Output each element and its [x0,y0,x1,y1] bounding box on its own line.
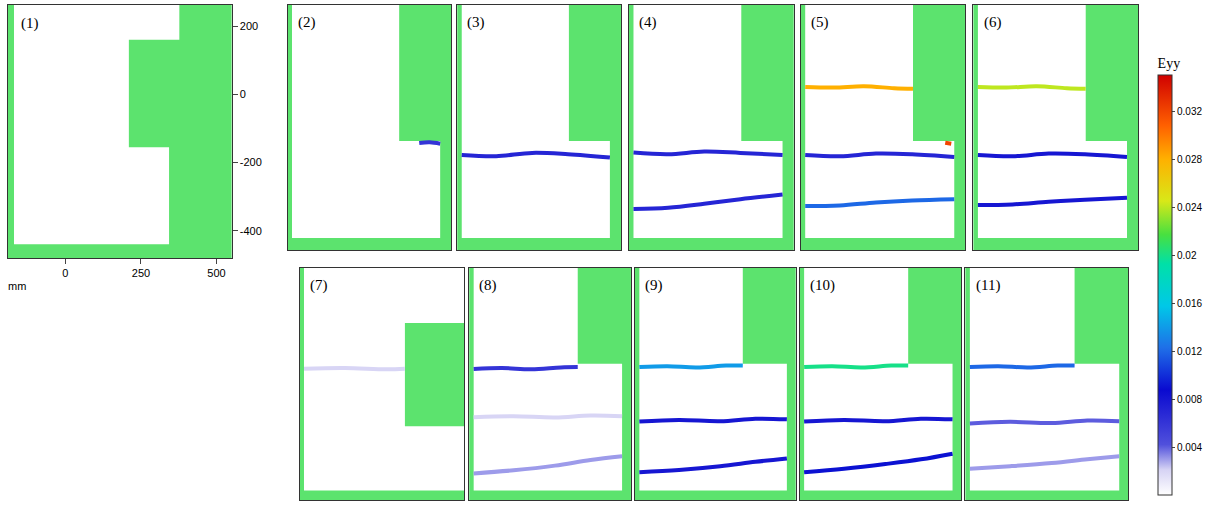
svg-text:0.02: 0.02 [1177,250,1197,261]
svg-text:(1): (1) [21,15,39,32]
svg-text:500: 500 [207,267,225,279]
svg-text:0: 0 [62,267,68,279]
svg-text:mm: mm [8,280,26,292]
svg-text:0.028: 0.028 [1177,154,1202,165]
svg-text:Eyy: Eyy [1158,56,1181,71]
svg-text:(5): (5) [811,14,829,31]
svg-text:250: 250 [132,267,150,279]
svg-text:(3): (3) [467,14,485,31]
svg-text:(4): (4) [639,14,657,31]
svg-text:(2): (2) [298,14,316,31]
svg-text:-200: -200 [240,156,262,168]
svg-text:(6): (6) [984,14,1002,31]
svg-text:0.032: 0.032 [1177,106,1202,117]
svg-text:-400: -400 [240,225,262,237]
svg-text:(9): (9) [645,277,663,294]
svg-text:(7): (7) [310,277,328,294]
svg-text:0.024: 0.024 [1177,202,1202,213]
svg-text:(10): (10) [810,277,835,294]
svg-text:0.012: 0.012 [1177,346,1202,357]
svg-text:0.004: 0.004 [1177,442,1202,453]
svg-text:(8): (8) [479,277,497,294]
svg-text:0.016: 0.016 [1177,298,1202,309]
svg-text:200: 200 [240,20,258,32]
svg-text:0.008: 0.008 [1177,394,1202,405]
svg-text:(11): (11) [976,277,1000,294]
svg-text:0: 0 [240,88,246,100]
